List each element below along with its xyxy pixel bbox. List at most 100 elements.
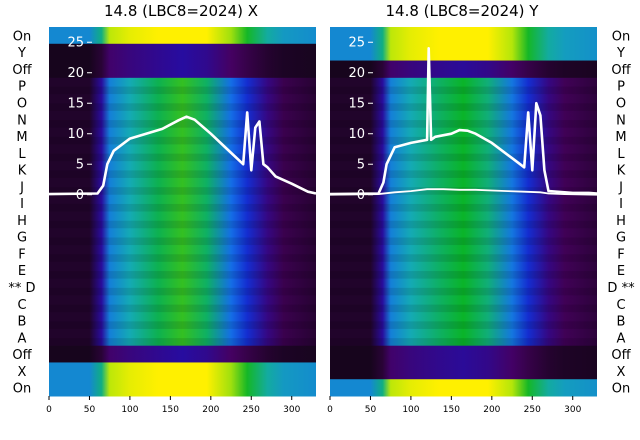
heatmap-band-shade [330,153,597,162]
panel-y-x-ticks: 0 50 100 150 200 250 300 [327,396,582,415]
heatmap-band-off [49,60,316,78]
y-tick-label: 0 [357,188,365,203]
row-label: F [617,247,624,262]
row-label: O [616,96,626,111]
heatmap-band-off [330,60,597,78]
row-label: I [619,197,623,212]
heatmap-band-y [330,43,597,62]
heatmap-background [49,27,316,396]
trajectory-line [329,46,598,196]
heatmap-band-shade [330,287,597,296]
panel-x-title: 14.8 (LBC8=2024) X [104,2,258,20]
row-label: H [17,214,27,229]
row-label: J [19,180,24,195]
y-tick-label: 20 [348,66,365,81]
heatmap-band-shade [330,187,597,195]
row-label: L [617,147,625,162]
heatmap-band-shade [49,153,316,162]
row-label: Off [611,348,631,363]
row-label: N [17,113,27,128]
row-label: N [616,113,626,128]
y-tick-label: 0 [76,188,84,203]
row-label: P [18,80,26,95]
heatmap-band-shade [330,120,597,128]
heatmap-band-shade [49,120,316,128]
row-label: M [16,130,27,145]
row-label: M [615,130,626,145]
row-label: Off [611,63,631,78]
row-label: I [20,197,24,212]
heatmap-band-y [49,43,316,62]
x-tick-label: 50 [84,405,96,415]
heatmap-band-shade [330,170,597,178]
heatmap-band-shade [49,220,316,229]
heatmap-band-shade [49,103,316,111]
row-label: L [18,147,26,162]
heatmap-band-shade [49,254,316,262]
panel-x: 14.8 (LBC8=2024) X 0 5 10 15 20 25 On Y Off PONM… [8,2,317,415]
heatmap-band-shade [49,136,316,145]
heatmap-band-x [330,362,597,380]
heatmap-band-shade [330,86,597,95]
row-label: P [617,80,625,95]
row-label: ** D [8,281,35,296]
row-label: D ** [607,281,635,296]
heatmap-band-on [49,27,316,45]
heatmap-band-shade [49,304,316,313]
panel-y-heatmap [330,27,597,397]
heatmap-band-shade [330,220,597,229]
heatmap-band-shade [330,304,597,313]
y-tick-label: 10 [67,127,84,142]
row-label: B [18,315,27,330]
panel-y-trajectories [329,46,598,196]
panel-x-y-ticks: 0 5 10 15 20 25 [67,36,92,203]
heatmap-band-x [49,362,316,380]
heatmap-band-off [330,345,597,363]
x-tick-label: 0 [327,405,333,415]
row-label: A [617,331,626,346]
x-tick-label: 0 [46,405,52,415]
row-label: J [618,180,623,195]
heatmap-band-shade [330,237,597,246]
heatmap-band-shade [330,338,597,346]
row-label: G [17,231,27,246]
row-label: Off [12,63,32,78]
y-tick-label: 15 [348,97,365,112]
heatmap-band-shade [330,321,597,329]
y-tick-label: 15 [67,97,84,112]
row-label: O [17,96,27,111]
heatmap-band-on [49,379,316,397]
y-tick-label: 5 [76,158,84,173]
row-label: B [617,315,626,330]
x-tick-label: 50 [365,405,377,415]
row-label: K [18,164,27,179]
x-tick-label: 300 [283,405,300,415]
x-tick-label: 150 [162,405,179,415]
x-tick-label: 200 [202,405,219,415]
row-label: C [616,298,625,313]
x-tick-label: 300 [564,405,581,415]
row-label: Y [17,46,26,61]
trajectory-line [48,111,317,196]
heatmap-band-shade [49,170,316,178]
heatmap-band-shade [49,271,316,279]
heatmap-background [330,27,597,396]
panel-x-trajectories [48,111,317,196]
panel-x-heatmap [49,27,316,397]
panel-y-title: 14.8 (LBC8=2024) Y [386,2,540,20]
row-label: A [18,331,27,346]
heatmap-band-shade [49,237,316,246]
row-label: E [18,264,26,279]
row-label: On [612,29,630,44]
x-tick-label: 100 [402,405,419,415]
row-label: On [13,382,31,397]
heatmap-band-shade [330,254,597,262]
panel-y: 14.8 (LBC8=2024) Y 0 5 10 15 20 25 On Y Off PONM… [327,2,635,415]
heatmap-band-shade [330,203,597,212]
heatmap-band-shade [49,187,316,195]
heatmap-band-on [330,379,597,397]
row-label: E [617,264,625,279]
